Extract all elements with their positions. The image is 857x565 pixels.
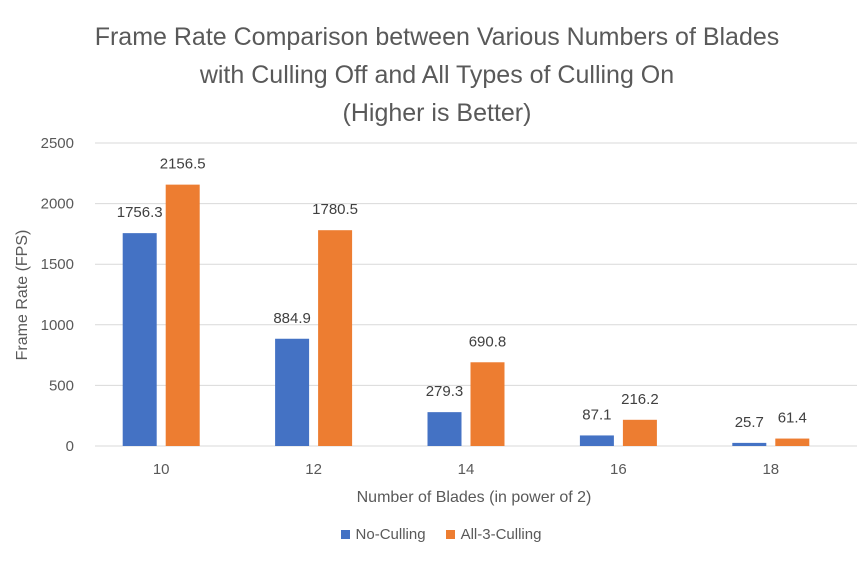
bar-all-3-culling-14[interactable] <box>470 362 505 446</box>
chart-title-line-1: Frame Rate Comparison between Various Nu… <box>94 23 780 51</box>
bar-no-culling-16[interactable] <box>579 435 614 446</box>
data-label: 61.4 <box>778 410 807 427</box>
x-tick-label: 10 <box>153 461 170 478</box>
x-axis-title: Number of Blades (in power of 2) <box>357 489 592 506</box>
bar-no-culling-12[interactable] <box>275 338 310 446</box>
bar-all-3-culling-10[interactable] <box>165 184 200 446</box>
chart-title-line-3: (Higher is Better) <box>342 99 532 127</box>
bar-no-culling-10[interactable] <box>122 233 157 446</box>
x-tick-label: 14 <box>458 461 475 478</box>
legend-item-no-culling[interactable]: No-Culling <box>340 526 426 543</box>
y-tick-label: 1000 <box>41 317 74 334</box>
y-tick-label: 0 <box>66 438 74 455</box>
x-tick-label: 16 <box>610 461 627 478</box>
data-label: 279.3 <box>426 383 464 400</box>
data-label: 1780.5 <box>312 201 358 218</box>
tick-labels: 0 500 1000 1500 2000 2500 10 12 14 16 18 <box>41 135 780 478</box>
data-label: 884.9 <box>273 310 311 327</box>
y-tick-label: 500 <box>49 377 74 394</box>
bar-all-3-culling-18[interactable] <box>775 438 810 446</box>
bar-no-culling-14[interactable] <box>427 412 462 446</box>
y-tick-label: 2500 <box>41 135 74 152</box>
data-label: 1756.3 <box>117 204 163 221</box>
bar-all-3-culling-16[interactable] <box>622 419 657 446</box>
legend-label: All-3-Culling <box>460 526 542 543</box>
data-label: 2156.5 <box>160 156 206 173</box>
data-labels: 1756.3 2156.5 884.9 1780.5 279.3 690.8 87.1 216… <box>117 156 807 431</box>
bar-no-culling-18[interactable] <box>732 442 767 446</box>
legend-label: No-Culling <box>355 526 426 543</box>
chart-title: Frame Rate Comparison between Various Nu… <box>0 18 857 132</box>
legend-swatch <box>340 530 350 539</box>
legend-swatch <box>445 530 455 539</box>
x-tick-label: 18 <box>762 461 779 478</box>
chart-title-line-2: with Culling Off and All Types of Cullin… <box>199 61 675 89</box>
data-label: 690.8 <box>469 333 507 350</box>
data-label: 25.7 <box>735 414 764 431</box>
bar-all-3-culling-12[interactable] <box>318 230 353 446</box>
x-tick-label: 12 <box>305 461 322 478</box>
y-axis-title: Frame Rate (FPS) <box>14 230 31 361</box>
legend-item-all-3-culling[interactable]: All-3-Culling <box>445 526 542 543</box>
y-tick-label: 1500 <box>41 256 74 273</box>
y-tick-label: 2000 <box>41 196 74 213</box>
data-label: 87.1 <box>582 406 611 423</box>
gridlines <box>95 142 857 447</box>
legend: No-Culling All-3-Culling <box>0 526 857 543</box>
data-label: 216.2 <box>621 391 659 408</box>
bars <box>122 184 810 446</box>
